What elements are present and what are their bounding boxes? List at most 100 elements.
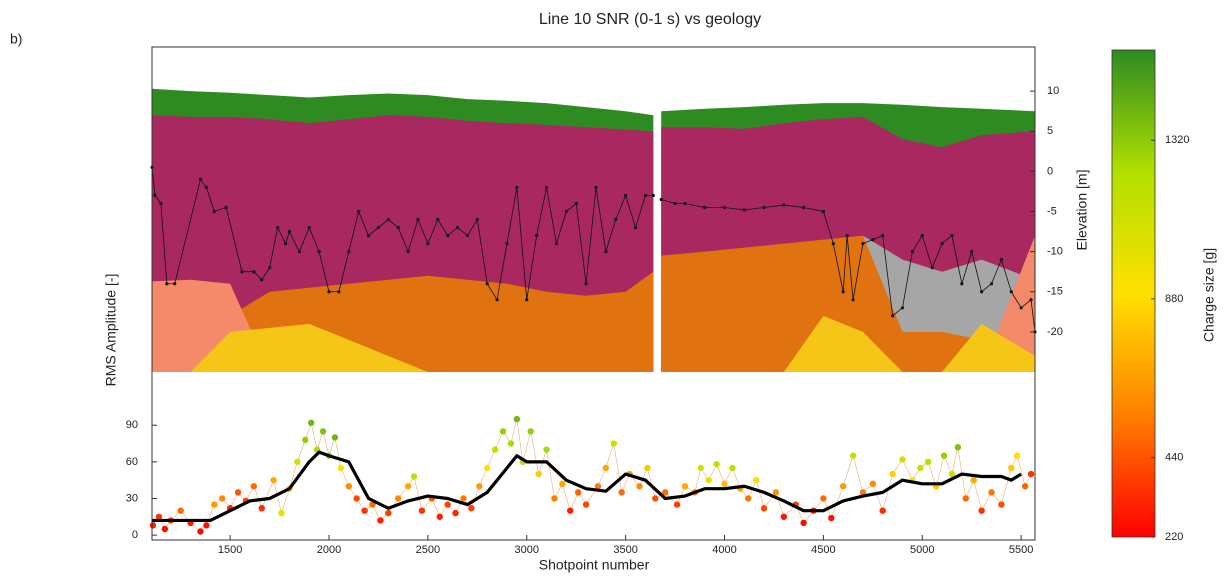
rms-point — [917, 464, 924, 472]
rms-point — [713, 461, 720, 468]
rms-point — [410, 473, 418, 480]
rms-point — [998, 501, 1005, 508]
rms-point — [899, 456, 906, 463]
rms-point — [780, 513, 788, 520]
elevation-point — [703, 205, 707, 210]
elevation-point — [574, 201, 578, 206]
elevation-point — [845, 233, 849, 238]
x-tick-label: 2000 — [317, 544, 341, 556]
rms-point — [499, 428, 507, 435]
elevation-point — [891, 314, 895, 318]
elevation-point — [357, 209, 361, 214]
rms-line — [152, 419, 1032, 532]
rms-tick-label: 60 — [126, 456, 138, 468]
elevation-point — [742, 208, 746, 212]
rms-point — [258, 505, 265, 512]
elevation-point — [525, 298, 529, 302]
rms-point — [404, 483, 412, 490]
rms-point — [729, 464, 736, 472]
rms-point — [745, 495, 752, 502]
elevation-point — [275, 225, 280, 230]
geology-panel — [152, 88, 1035, 372]
elevation-point — [673, 201, 677, 206]
elevation-point — [1019, 306, 1023, 310]
elevation-point — [950, 233, 954, 238]
elevation-point — [307, 225, 311, 230]
rms-point — [602, 464, 610, 472]
rms-point — [820, 495, 827, 502]
elevation-point — [446, 233, 450, 238]
rms-point — [234, 489, 242, 496]
elevation-point — [505, 242, 509, 246]
rms-point — [594, 483, 602, 490]
rms-point — [673, 501, 681, 508]
elevation-point — [841, 290, 845, 294]
colorbar-tick-label: 440 — [1165, 452, 1183, 464]
rms-point — [460, 495, 467, 502]
y-tick-label: -5 — [1047, 205, 1057, 217]
rms-point — [468, 505, 475, 512]
rms-point — [250, 483, 258, 490]
plot-frame — [151, 46, 1036, 541]
elevation-point — [297, 250, 301, 254]
elevation-point — [406, 250, 410, 254]
elevation-point — [436, 217, 440, 222]
rms-point — [476, 483, 483, 490]
x-tick-label: 1500 — [218, 544, 242, 556]
rms-point — [618, 489, 625, 496]
rms-point — [828, 514, 835, 522]
rms-point — [491, 446, 499, 453]
panel-label: b) — [10, 31, 22, 47]
rms-point — [721, 480, 728, 488]
rms-point — [444, 501, 451, 508]
chart-title: Line 10 SNR (0-1 s) vs geology — [539, 11, 761, 28]
elevation-point — [317, 250, 321, 254]
rms-point — [307, 419, 315, 426]
rms-point — [925, 458, 932, 466]
rms-point — [940, 452, 948, 459]
rms-point — [377, 517, 384, 524]
elevation-point — [643, 193, 648, 198]
rms-point — [197, 528, 204, 535]
x-tick-label: 2500 — [416, 544, 440, 556]
elevation-point — [337, 290, 341, 294]
rms-point — [1027, 470, 1035, 478]
rms-point — [1014, 452, 1021, 459]
x-tick-label: 3000 — [515, 544, 539, 556]
elevation-point — [1029, 298, 1033, 302]
elevation-point — [871, 237, 875, 242]
rms-point — [527, 428, 534, 435]
elevation-point — [782, 203, 786, 207]
rms-point — [535, 470, 542, 478]
rms-point — [1008, 464, 1015, 472]
elevation-point — [153, 193, 157, 198]
rms-point — [839, 483, 847, 490]
elevation-point — [881, 233, 885, 238]
elevation-point — [287, 229, 292, 234]
elevation-point — [651, 193, 655, 198]
rms-point — [353, 495, 360, 502]
elevation-point — [260, 278, 264, 282]
rms-point — [760, 505, 768, 512]
rms-point — [395, 495, 402, 502]
elevation-point — [584, 282, 588, 286]
elevation-point — [376, 225, 381, 230]
rms-point — [452, 509, 459, 517]
colorbar-tick-label: 1320 — [1165, 134, 1189, 146]
y-tick-label: -20 — [1047, 326, 1063, 338]
rms-point — [436, 513, 443, 520]
geology-layer — [152, 315, 1035, 372]
elevation-point — [980, 290, 984, 294]
elevation-point — [455, 225, 460, 230]
elevation-point — [283, 242, 288, 246]
rms-point — [962, 495, 969, 502]
x-tick-label: 5000 — [910, 544, 934, 556]
rms-point — [507, 440, 515, 447]
x-tick-label: 5500 — [1009, 544, 1033, 556]
elevation-point — [989, 282, 994, 286]
rms-point — [752, 476, 760, 484]
rms-axis-label: RMS Amplitude [-] — [103, 274, 119, 387]
elevation-point — [386, 217, 390, 222]
rms-point — [177, 507, 184, 514]
rms-point — [567, 507, 574, 514]
